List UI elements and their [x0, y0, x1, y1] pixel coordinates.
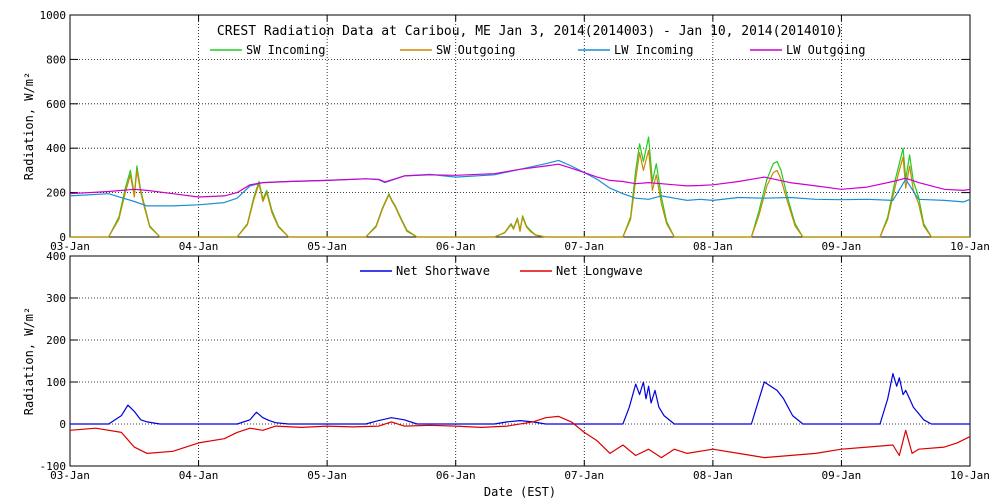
- y-tick-label: 0: [59, 231, 66, 244]
- legend-label-net-longwave: Net Longwave: [556, 264, 643, 278]
- x-tick-label: 06-Jan: [436, 240, 476, 253]
- y-tick-label: 1000: [40, 9, 67, 22]
- y-tick-label: 200: [46, 334, 66, 347]
- series-line-net-shortwave: [70, 373, 970, 425]
- plot-frame: [69, 14, 971, 238]
- series-line-lw-outgoing: [69, 163, 971, 198]
- x-axis-label: Date (EST): [484, 485, 556, 499]
- y-tick-label: 300: [46, 292, 66, 305]
- legend-label-sw-outgoing: SW Outgoing: [436, 43, 515, 57]
- y-axis-label: Radiation, W/m²: [22, 307, 36, 415]
- y-tick-label: 0: [59, 418, 66, 431]
- y-axis-label: Radiation, W/m²: [22, 72, 36, 180]
- x-tick-label: 07-Jan: [564, 469, 604, 482]
- x-tick-label: 09-Jan: [822, 469, 862, 482]
- x-tick-label: 05-Jan: [307, 469, 347, 482]
- top-panel-radiation-components: 03-Jan 04-Jan 05-Jan 06-Jan 07-Jan 08-Jan 09-J…: [22, 9, 990, 253]
- legend-label-net-shortwave: Net Shortwave: [396, 264, 490, 278]
- x-tick-label: 06-Jan: [436, 469, 476, 482]
- y-tick-label: -100: [40, 460, 67, 473]
- legend-label-sw-incoming: SW Incoming: [246, 43, 325, 57]
- x-tick-label: 03-Jan: [50, 469, 90, 482]
- legend-label-lw-incoming: LW Incoming: [614, 43, 693, 57]
- y-tick-label: 400: [46, 250, 66, 263]
- x-tick-label: 08-Jan: [693, 240, 733, 253]
- series-line-lw-incoming: [69, 159, 971, 207]
- chart-title: CREST Radiation Data at Caribou, ME Jan …: [217, 24, 843, 39]
- legend-label-lw-outgoing: LW Outgoing: [786, 43, 865, 57]
- y-tick-label: 200: [46, 187, 66, 200]
- plot-frame: [69, 255, 971, 467]
- x-tick-label: 04-Jan: [179, 240, 219, 253]
- x-tick-label: 03-Jan: [50, 240, 90, 253]
- x-tick-label: 10-Jan: [950, 240, 990, 253]
- x-tick-label: 10-Jan: [950, 469, 990, 482]
- y-tick-label: 800: [46, 53, 66, 66]
- x-tick-label: 07-Jan: [564, 240, 604, 253]
- x-tick-label: 09-Jan: [822, 240, 862, 253]
- bottom-panel-net-radiation: 03-Jan 04-Jan 05-Jan 06-Jan 07-Jan 08-Jan 09-J…: [22, 250, 990, 482]
- x-tick-label: 08-Jan: [693, 469, 733, 482]
- y-tick-label: 100: [46, 376, 66, 389]
- y-tick-label: 400: [46, 142, 66, 155]
- x-tick-label: 04-Jan: [179, 469, 219, 482]
- series-line-net-longwave: [69, 415, 971, 459]
- x-tick-label: 05-Jan: [307, 240, 347, 253]
- series-line-sw-incoming: [70, 136, 970, 238]
- y-tick-label: 600: [46, 98, 66, 111]
- series-line-sw-outgoing: [70, 149, 970, 238]
